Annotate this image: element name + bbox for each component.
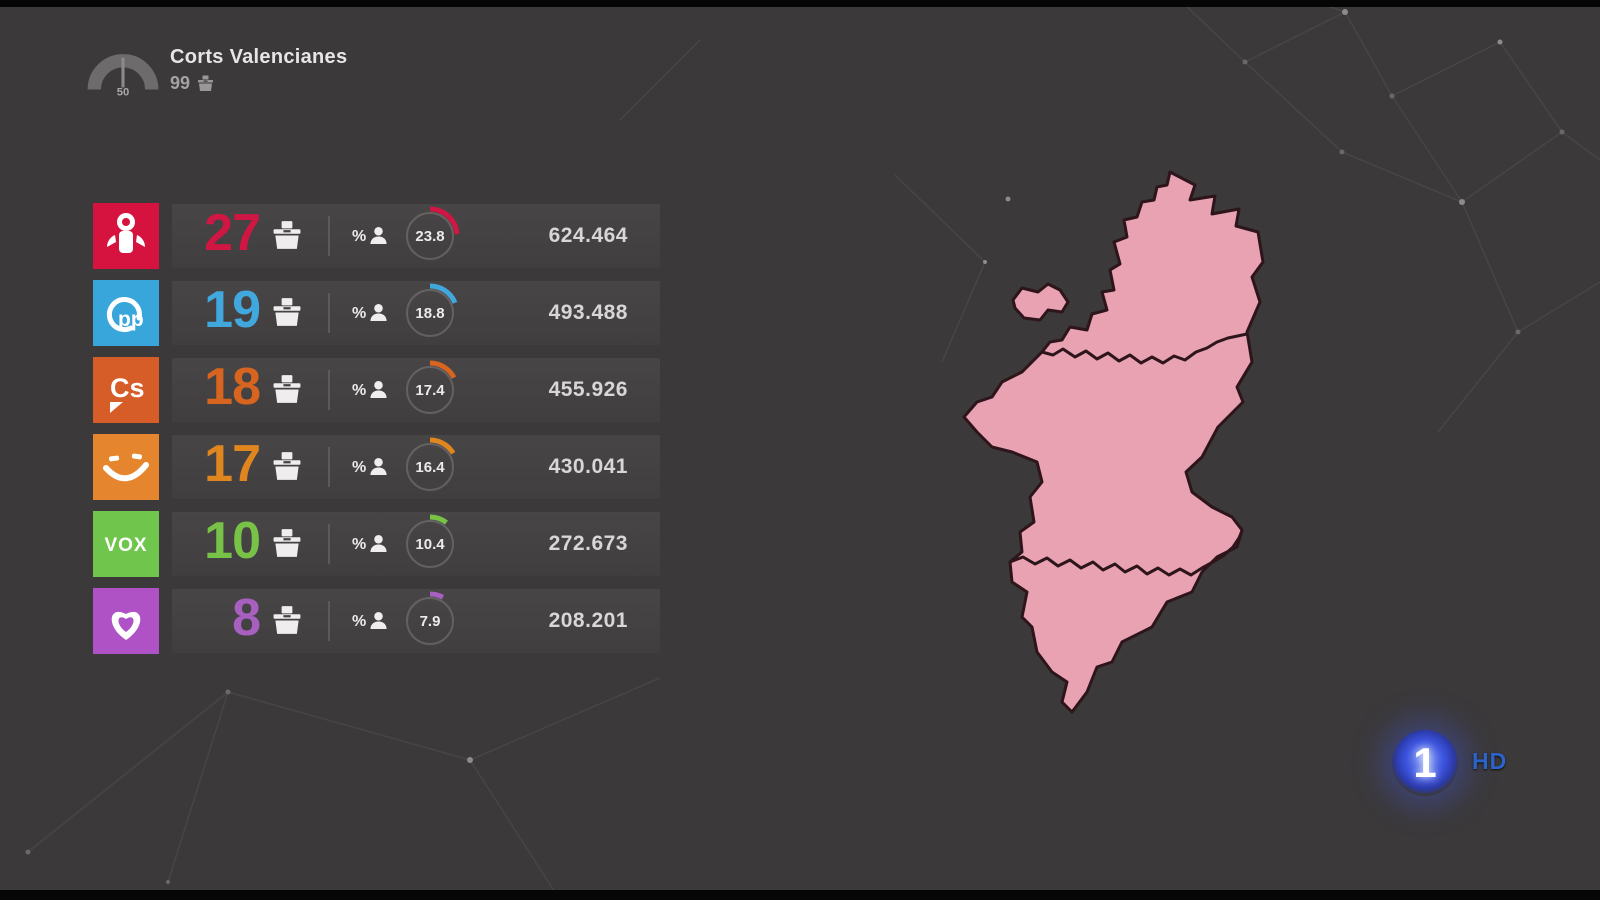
ciudadanos-logo-icon: Cs [93, 357, 159, 423]
result-bar: 18 % 17.4 455.926 [172, 358, 660, 422]
percent-ring: 10.4 [400, 514, 460, 574]
percent-person-icon: % [352, 380, 388, 399]
votes-value: 455.926 [548, 378, 628, 401]
svg-text:pp: pp [118, 308, 144, 331]
percent-value: 23.8 [415, 227, 445, 245]
percent-person-icon: % [352, 611, 388, 630]
ballot-box-icon [270, 220, 304, 256]
party-row-vox: VOX 10 % 10.4 272.673 [93, 511, 660, 577]
percent-ring: 7.9 [400, 591, 460, 651]
party-row-unides-podem: 8 % 7.9 208.201 [93, 588, 660, 654]
percent-person-icon: % [352, 226, 388, 245]
ballot-box-icon [270, 605, 304, 641]
percent-person-icon: % [352, 534, 388, 553]
letterbox-bottom [0, 890, 1600, 900]
votes-value: 624.464 [548, 224, 628, 247]
percent-ring: 17.4 [400, 360, 460, 420]
divider [328, 293, 330, 333]
svg-text:VOX: VOX [104, 535, 147, 556]
map-outline [962, 170, 1265, 714]
divider [328, 216, 330, 256]
valencia-region-map [962, 170, 1265, 714]
compromis-logo-icon [93, 434, 159, 500]
percent-value: 18.8 [415, 304, 445, 322]
percent-ring: 18.8 [400, 283, 460, 343]
percent-value: 17.4 [415, 381, 445, 399]
percent-ring: 16.4 [400, 437, 460, 497]
party-row-pp: pp 19 % 18.8 493.488 [93, 280, 660, 346]
result-bar: 17 % 16.4 430.041 [172, 435, 660, 499]
unides-podem-logo-icon [93, 588, 159, 654]
seats-value: 10 [204, 512, 261, 570]
ballot-box-icon [270, 451, 304, 487]
scrutiny-gauge-icon: 50 [87, 54, 159, 98]
result-bar: 8 % 7.9 208.201 [172, 589, 660, 653]
seats-value: 17 [204, 435, 261, 493]
channel-number: 1 [1413, 739, 1437, 786]
result-bar: 19 % 18.8 493.488 [172, 281, 660, 345]
party-row-ciudadanos: Cs 18 % 17.4 455.926 [93, 357, 660, 423]
percent-person-icon: % [352, 457, 388, 476]
seats-value: 19 [204, 281, 261, 339]
divider [328, 447, 330, 487]
percent-value: 7.9 [419, 612, 441, 630]
divider [328, 370, 330, 410]
pp-logo-icon: pp [93, 280, 159, 346]
tve-la1-logo: 1 HD [1386, 724, 1536, 808]
result-bar: 10 % 10.4 272.673 [172, 512, 660, 576]
counted-value: 99 [170, 73, 191, 93]
la1-channel-circle: 1 [1392, 730, 1458, 796]
counted-subtitle: 99 [170, 73, 347, 94]
ballot-box-icon [270, 374, 304, 410]
votes-value: 272.673 [548, 532, 628, 555]
party-row-pspv-psoe: 27 % 23.8 624.464 [93, 203, 660, 269]
ballot-box-icon [270, 528, 304, 564]
gauge-value: 50 [117, 87, 130, 98]
letterbox-top [0, 0, 1600, 7]
map-exclave [1011, 282, 1070, 322]
party-row-compromis: 17 % 16.4 430.041 [93, 434, 660, 500]
seats-value: 27 [204, 204, 261, 262]
province-border-south [1008, 529, 1244, 577]
hd-badge: HD [1472, 748, 1508, 774]
percent-value: 16.4 [415, 458, 445, 476]
page-title: Corts Valencianes [170, 46, 348, 68]
seats-value: 18 [204, 358, 261, 416]
divider [328, 601, 330, 641]
seats-value: 8 [232, 589, 261, 647]
svg-text:Cs: Cs [110, 373, 145, 403]
votes-value: 208.201 [548, 609, 628, 632]
header: 50 Corts Valencianes 99 [84, 42, 347, 98]
province-border-north [1040, 332, 1249, 365]
pspv-psoe-logo-icon [93, 203, 159, 269]
votes-value: 493.488 [548, 301, 628, 324]
percent-value: 10.4 [415, 535, 445, 553]
ballot-box-icon [270, 297, 304, 333]
divider [328, 524, 330, 564]
ballot-box-icon [198, 75, 214, 91]
percent-person-icon: % [352, 303, 388, 322]
vox-logo-icon: VOX [93, 511, 159, 577]
votes-value: 430.041 [548, 455, 628, 478]
percent-ring: 23.8 [400, 206, 460, 266]
result-bar: 27 % 23.8 624.464 [172, 204, 660, 268]
